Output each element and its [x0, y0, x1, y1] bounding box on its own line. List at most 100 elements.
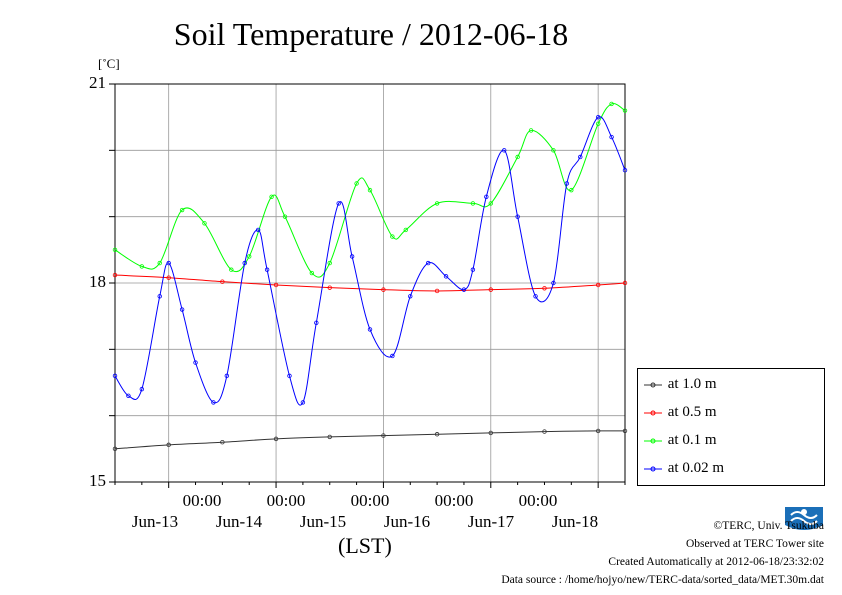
data-point-series-2 — [569, 187, 574, 193]
x-time-tick-4: 00:00 — [434, 491, 474, 510]
y-tick-label-18: 18 — [89, 272, 106, 291]
x-time-tick-5: 00:00 — [518, 491, 558, 510]
legend-label-05m: at 0.5 m — [667, 404, 717, 420]
data-point-series-3 — [461, 287, 467, 292]
data-point-series-3 — [564, 181, 570, 186]
y-unit-label: [˚C] — [98, 56, 120, 71]
data-point-series-1 — [273, 282, 279, 288]
data-point-series-3 — [470, 267, 476, 272]
data-point-series-2 — [488, 201, 493, 206]
terc-logo-icon — [785, 507, 823, 530]
data-point-series-2 — [595, 121, 601, 126]
data-point-series-0 — [273, 436, 279, 442]
data-point-series-2 — [229, 267, 234, 272]
data-point-series-0 — [220, 440, 225, 445]
data-point-series-2 — [515, 154, 520, 160]
data-point-series-1 — [622, 280, 628, 286]
data-point-series-3 — [502, 148, 507, 153]
data-point-series-3 — [126, 393, 131, 398]
series-line-3 — [114, 116, 626, 406]
data-point-series-3 — [224, 373, 230, 379]
data-point-series-2 — [282, 214, 288, 219]
data-point-series-3 — [193, 360, 198, 365]
data-point-series-2 — [609, 101, 614, 107]
data-point-series-1 — [112, 272, 118, 278]
legend-item-1m: at 1.0 m — [644, 373, 717, 395]
data-point-series-2 — [390, 234, 395, 239]
data-point-series-0 — [595, 428, 601, 434]
data-point-series-1 — [434, 288, 440, 294]
x-axis-label: (LST) — [338, 533, 392, 558]
legend-label-002m: at 0.02 m — [667, 460, 724, 476]
series-line-0 — [114, 430, 626, 450]
legend-label-1m: at 1.0 m — [667, 376, 717, 392]
data-point-series-3 — [336, 201, 341, 206]
data-point-series-3 — [211, 400, 216, 405]
data-point-series-2 — [112, 247, 118, 253]
data-point-series-3 — [367, 327, 373, 332]
data-point-series-1 — [542, 286, 547, 291]
legend-item-002m: at 0.02 m — [644, 457, 724, 479]
data-point-series-2 — [403, 227, 408, 233]
data-point-series-3 — [349, 254, 355, 259]
data-point-series-2 — [327, 260, 332, 266]
data-point-series-3 — [578, 154, 583, 160]
data-point-series-1 — [488, 287, 493, 292]
data-point-series-3 — [622, 168, 628, 173]
chart-title: Soil Temperature / 2012-06-18 — [173, 16, 569, 52]
data-point-series-0 — [488, 430, 493, 436]
data-point-series-2 — [309, 270, 315, 276]
footer-source: Data source : /home/hojyo/new/TERC-data/… — [501, 574, 824, 586]
data-point-series-3 — [300, 400, 306, 405]
data-point-series-3 — [287, 373, 292, 379]
data-point-series-3 — [533, 294, 538, 299]
data-point-series-2 — [354, 181, 359, 186]
data-point-series-3 — [484, 194, 489, 199]
data-point-series-2 — [269, 194, 274, 199]
data-point-series-3 — [551, 280, 556, 286]
data-point-series-0 — [112, 446, 118, 452]
footer-created: Created Automatically at 2012-06-18/23:3… — [608, 556, 824, 568]
x-day-label-jun17: Jun-17 — [467, 512, 515, 531]
data-point-series-1 — [327, 285, 332, 290]
data-point-series-0 — [166, 442, 171, 448]
data-point-series-0 — [622, 428, 628, 434]
data-point-series-3 — [425, 260, 431, 266]
data-point-series-3 — [443, 274, 449, 279]
x-day-label-jun14: Jun-14 — [215, 512, 263, 531]
data-point-series-2 — [179, 207, 185, 213]
footer-observed: Observed at TERC Tower site — [685, 538, 824, 550]
data-point-series-3 — [515, 214, 520, 219]
x-time-tick-1: 00:00 — [182, 491, 222, 510]
data-point-series-2 — [157, 260, 162, 266]
x-day-label-jun16: Jun-16 — [383, 512, 431, 531]
data-point-series-2 — [367, 187, 373, 193]
data-point-series-0 — [434, 432, 440, 437]
data-point-series-2 — [551, 148, 556, 153]
data-point-series-2 — [139, 264, 145, 269]
data-point-series-3 — [264, 267, 270, 272]
data-point-series-3 — [595, 114, 601, 120]
data-point-series-0 — [381, 433, 386, 438]
x-time-tick-2: 00:00 — [266, 491, 306, 510]
data-point-series-3 — [390, 353, 395, 359]
data-point-series-3 — [242, 260, 247, 266]
data-point-series-2 — [247, 254, 252, 259]
data-point-series-3 — [609, 134, 614, 140]
y-tick-label-15: 15 — [89, 471, 106, 490]
legend: at 1.0 m at 0.5 m at 0.1 m at 0.02 m — [637, 368, 825, 486]
data-point-series-0 — [542, 429, 547, 434]
legend-label-01m: at 0.1 m — [667, 432, 717, 448]
series-line-2 — [114, 103, 626, 278]
data-point-series-3 — [112, 373, 118, 379]
data-point-series-2 — [622, 108, 628, 113]
data-point-series-3 — [166, 260, 171, 266]
data-point-series-1 — [220, 279, 225, 284]
data-point-series-0 — [327, 434, 332, 440]
data-point-series-2 — [202, 221, 207, 226]
legend-item-05m: at 0.5 m — [644, 401, 717, 423]
data-point-series-3 — [179, 307, 185, 312]
x-day-label-jun13: Jun-13 — [131, 512, 179, 531]
x-day-label-jun18: Jun-18 — [551, 512, 599, 531]
